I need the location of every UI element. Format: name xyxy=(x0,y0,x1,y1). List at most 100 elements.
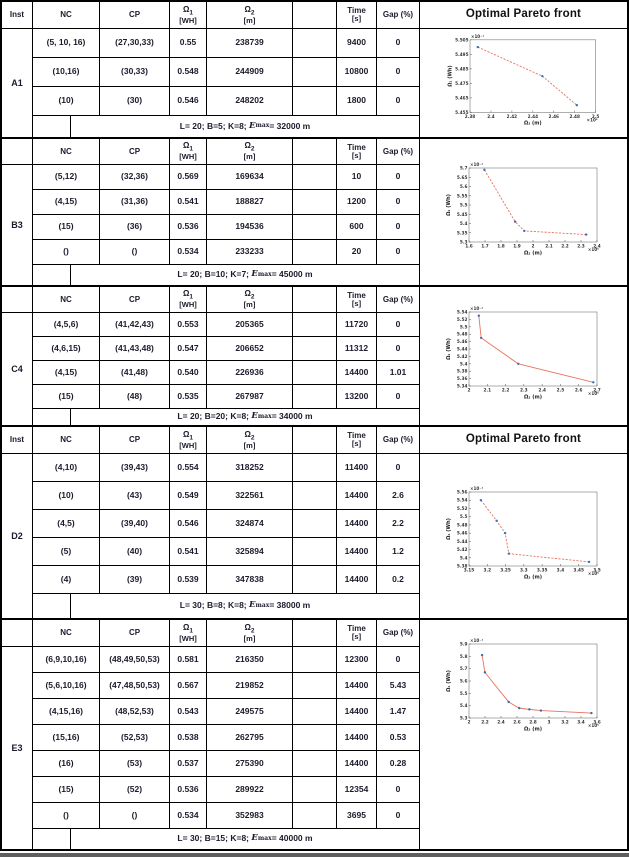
table-row-E3-2-omega2-value: 249575 xyxy=(207,699,293,725)
emax-symbol: E xyxy=(251,833,258,844)
table-row-B3-2-omega1-value: 0.536 xyxy=(170,215,207,240)
table-row-A1-1-nc-value: (10,16) xyxy=(33,58,100,87)
header-empty-column xyxy=(293,620,337,647)
nc-value: (4,10) xyxy=(54,461,78,472)
table-row-D2-3-cp-value: (40) xyxy=(100,538,170,566)
table-row-A1-0-time-value: 9400 xyxy=(337,29,377,58)
table-row-A1-1-omega1-value: 0.548 xyxy=(170,58,207,87)
omega2-value: 169634 xyxy=(235,171,264,182)
table-row-A1-2-nc-value: (10) xyxy=(33,87,100,116)
table-row-C4-2-gap-value: 1.01 xyxy=(377,361,420,385)
y-tick-label: 5.485 xyxy=(455,66,468,71)
omega2-unit: [m] xyxy=(243,300,256,310)
y-axis-exponent: ×10⁻¹ xyxy=(470,306,484,311)
omega2-symbol: Ω2 xyxy=(244,289,255,301)
x-tick-label: 2.48 xyxy=(569,114,579,119)
table-row-A1-0-gap-value: 0 xyxy=(377,29,420,58)
y-tick-label: 5.5 xyxy=(459,203,467,209)
omega1-value: 0.543 xyxy=(177,705,199,716)
y-tick-label: 5.3 xyxy=(459,716,467,722)
time-label: Time xyxy=(347,624,366,634)
y-axis-exponent: ×10⁻¹ xyxy=(471,34,484,39)
table-row-E3-1-nc-value: (5,6,10,16) xyxy=(33,673,100,699)
cp-value: (53) xyxy=(126,757,143,768)
y-axis-label: Ω₁ (Wh) xyxy=(447,65,453,86)
table-row-E3-3-gap-value: 0.53 xyxy=(377,725,420,751)
omega2-symbol: Ω2 xyxy=(244,141,255,153)
x-tick-label: 2.8 xyxy=(529,720,537,726)
data-point-marker xyxy=(539,709,542,712)
x-tick-label: 2 xyxy=(531,244,534,250)
gap-value: 0 xyxy=(395,95,401,106)
table-row-C4-2-cp-value: (41,48) xyxy=(100,361,170,385)
data-point-marker xyxy=(503,531,506,535)
gap-value: 0 xyxy=(395,318,401,329)
x-tick-label: 2.1 xyxy=(483,388,491,394)
cp-value: () xyxy=(131,809,138,820)
y-tick-label: 5.4 xyxy=(459,555,467,561)
time-value: 1200 xyxy=(347,196,366,207)
header-time: Time [s] xyxy=(337,427,377,454)
gap-value: 0 xyxy=(395,653,401,664)
table-row-A1-0-nc-value: (5, 10, 16) xyxy=(33,29,100,58)
emax-symbol: E xyxy=(251,411,258,422)
table-row-D2-1-nc-value: (10) xyxy=(33,482,100,510)
emax-value: = 38000 m xyxy=(269,600,311,611)
section-B3: NC CP Ω1 [WH] Ω2 [m] Time [s] Gap (%) 1.6 1.7 1.8 1.… xyxy=(2,139,627,287)
header-omega2: Ω2 [m] xyxy=(207,2,293,29)
table-row-D2-2-empty-cell xyxy=(293,510,337,538)
omega2-unit: [m] xyxy=(243,440,256,450)
data-point-marker xyxy=(482,168,486,172)
pareto-chart-A1: 2.38 2.4 2.42 2.44 2.46 2.48 2.5 5.455 5.465 5.47… xyxy=(447,34,599,127)
y-tick-label: 5.6 xyxy=(459,184,467,190)
emax-symbol: E xyxy=(249,120,256,131)
table-row-B3-3-omega1-value: 0.534 xyxy=(170,240,207,265)
data-point-marker xyxy=(517,706,520,710)
omega1-value: 0.534 xyxy=(177,246,199,257)
time-value: 1800 xyxy=(347,95,366,106)
table-row-A1-0-empty-cell xyxy=(293,29,337,58)
cp-label: CP xyxy=(128,628,141,638)
header-inst-cell xyxy=(2,287,33,313)
header-omega2: Ω2 [m] xyxy=(207,427,293,454)
table-row-D2-2-cp-value: (39,40) xyxy=(100,510,170,538)
x-tick-label: 3.4 xyxy=(556,568,564,574)
table-row-C4-1-cp-value: (41,43,48) xyxy=(100,337,170,361)
table-row-B3-2-cp-value: (36) xyxy=(100,215,170,240)
pareto-plot-A1: 2.38 2.4 2.42 2.44 2.46 2.48 2.5 5.455 5.465 5.47… xyxy=(420,29,627,137)
time-label: Time xyxy=(347,142,366,152)
table-row-E3-0-omega2-value: 216350 xyxy=(207,647,293,673)
header-omega1: Ω1 [WH] xyxy=(170,620,207,647)
table-row-B3-2-omega2-value: 194536 xyxy=(207,215,293,240)
y-tick-label: 5.38 xyxy=(456,369,467,375)
cp-value: (41,42,43) xyxy=(115,318,154,329)
next-page-edge-bar xyxy=(0,853,629,857)
y-axis-label: Ω₁ (Wh) xyxy=(446,194,452,216)
x-tick-label: 1.7 xyxy=(481,244,489,250)
y-tick-label: 5.46 xyxy=(456,531,467,537)
table-row-A1-1-cp-value: (30,33) xyxy=(100,58,170,87)
footer-stub-cell xyxy=(33,116,71,137)
instance-name: B3 xyxy=(11,219,23,230)
section-D2: Inst NC CP Ω1 [WH] Ω2 [m] Time [s] Gap (%) Optimal… xyxy=(2,427,627,620)
x-tick-label: 3.15 xyxy=(463,568,474,574)
gap-label: Gap (%) xyxy=(382,294,414,304)
gap-value: 0.2 xyxy=(392,573,404,584)
table-row-D2-0-empty-cell xyxy=(293,454,337,482)
gap-label: Gap (%) xyxy=(382,146,414,156)
gap-value: 0 xyxy=(395,196,401,207)
table-row-C4-0-gap-value: 0 xyxy=(377,313,420,337)
nc-label: NC xyxy=(60,628,72,638)
cp-label: CP xyxy=(128,146,141,156)
data-point-marker xyxy=(587,560,590,564)
x-tick-label: 3.3 xyxy=(520,568,528,574)
omega1-unit: [WH] xyxy=(179,633,197,643)
table-row-D2-0-cp-value: (39,43) xyxy=(100,454,170,482)
table-row-C4-0-empty-cell xyxy=(293,313,337,337)
nc-value: (15) xyxy=(58,221,74,232)
emax-symbol: E xyxy=(251,269,258,280)
table-row-A1-2-omega1-value: 0.546 xyxy=(170,87,207,116)
y-axis-exponent: ×10⁻¹ xyxy=(470,486,484,491)
table-row-B3-3-nc-value: () xyxy=(33,240,100,265)
